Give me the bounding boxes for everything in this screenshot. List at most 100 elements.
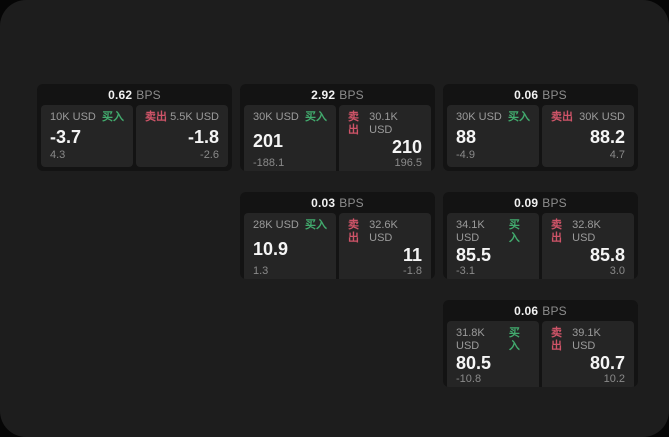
sell-pane-header: 卖出 39.1K USD xyxy=(551,327,625,353)
buy-size-label: 30K USD xyxy=(253,111,299,123)
buy-size-label: 28K USD xyxy=(253,219,299,231)
sell-change: 10.2 xyxy=(603,373,625,385)
buy-price: 80.5 xyxy=(456,353,492,373)
buy-side-label: 买入 xyxy=(305,219,327,231)
buy-change: -10.8 xyxy=(456,373,482,385)
bps-unit: BPS xyxy=(136,87,161,102)
sell-side-label: 卖出 xyxy=(551,219,562,244)
sell-size-label: 39.1K USD xyxy=(572,327,601,352)
quote-grid: 0.62 BPS 10K USD 买入 -3.7 4.3 卖出 5.5K USD… xyxy=(37,84,638,387)
buy-pane[interactable]: 10K USD 买入 -3.7 4.3 xyxy=(41,105,133,167)
bps-header: 0.62 BPS xyxy=(37,84,232,105)
sell-side-label: 卖出 xyxy=(145,111,167,123)
sell-price: 210 xyxy=(391,137,422,157)
buy-pane-header: 10K USD 买入 xyxy=(50,111,124,124)
buy-change: 1.3 xyxy=(253,265,269,277)
buy-change: -4.9 xyxy=(456,149,475,161)
buy-price: -3.7 xyxy=(50,126,82,147)
buy-side-label: 买入 xyxy=(102,111,124,123)
buy-pane-header: 31.8K USD 买入 xyxy=(456,327,530,353)
buy-change: -3.1 xyxy=(456,265,475,277)
sell-price: 80.7 xyxy=(589,353,625,373)
bps-value: 2.92 xyxy=(311,87,336,102)
sell-size-label: 32.6K USD xyxy=(369,219,398,244)
buy-pane-header: 30K USD 买入 xyxy=(456,111,530,124)
sell-pane-header: 卖出 5.5K USD xyxy=(145,111,219,124)
quote-card: 0.03 BPS 28K USD 买入 10.9 1.3 卖出 32.6K US… xyxy=(240,192,435,279)
bps-header: 0.06 BPS xyxy=(443,84,638,105)
sell-pane-header: 卖出 32.8K USD xyxy=(551,219,625,245)
sell-pane-header: 卖出 30.1K USD xyxy=(348,111,422,137)
buy-pane[interactable]: 31.8K USD 买入 80.5 -10.8 xyxy=(447,321,539,387)
bps-unit: BPS xyxy=(339,87,364,102)
buy-price: 201 xyxy=(253,130,284,151)
sell-pane[interactable]: 卖出 39.1K USD 80.7 10.2 xyxy=(542,321,634,387)
bps-value: 0.03 xyxy=(311,195,336,210)
bps-unit: BPS xyxy=(339,195,364,210)
sell-change: -1.8 xyxy=(403,265,422,277)
buy-pane-header: 28K USD 买入 xyxy=(253,219,327,232)
buy-change: 4.3 xyxy=(50,149,66,161)
quote-card-body: 10K USD 买入 -3.7 4.3 卖出 5.5K USD -1.8 -2.… xyxy=(37,105,232,171)
buy-pane[interactable]: 30K USD 买入 201 -188.1 xyxy=(244,105,336,171)
bps-unit: BPS xyxy=(542,87,567,102)
sell-side-label: 卖出 xyxy=(551,111,573,123)
quote-card: 0.62 BPS 10K USD 买入 -3.7 4.3 卖出 5.5K USD… xyxy=(37,84,232,171)
sell-price: -1.8 xyxy=(187,126,219,147)
buy-side-label: 买入 xyxy=(508,219,520,244)
buy-side-label: 买入 xyxy=(508,327,520,352)
quote-card: 0.06 BPS 31.8K USD 买入 80.5 -10.8 卖出 39.1… xyxy=(443,300,638,387)
sell-pane-header: 卖出 30K USD xyxy=(551,111,625,124)
sell-change: 196.5 xyxy=(394,157,422,169)
sell-pane-header: 卖出 32.6K USD xyxy=(348,219,422,245)
buy-pane[interactable]: 28K USD 买入 10.9 1.3 xyxy=(244,213,336,279)
sell-pane[interactable]: 卖出 32.6K USD 11 -1.8 xyxy=(339,213,431,279)
buy-pane-header: 30K USD 买入 xyxy=(253,111,327,124)
sell-pane[interactable]: 卖出 30K USD 88.2 4.7 xyxy=(542,105,634,167)
quote-card: 0.06 BPS 30K USD 买入 88 -4.9 卖出 30K USD 8… xyxy=(443,84,638,171)
bps-header: 0.06 BPS xyxy=(443,300,638,321)
sell-side-label: 卖出 xyxy=(348,111,359,136)
buy-pane[interactable]: 34.1K USD 买入 85.5 -3.1 xyxy=(447,213,539,279)
bps-value: 0.06 xyxy=(514,87,539,102)
quote-card-body: 28K USD 买入 10.9 1.3 卖出 32.6K USD 11 -1.8 xyxy=(240,213,435,279)
sell-change: 4.7 xyxy=(609,149,625,161)
quote-card: 2.92 BPS 30K USD 买入 201 -188.1 卖出 30.1K … xyxy=(240,84,435,171)
bps-value: 0.06 xyxy=(514,303,539,318)
buy-size-label: 30K USD xyxy=(456,111,502,123)
bps-unit: BPS xyxy=(542,195,567,210)
buy-pane[interactable]: 30K USD 买入 88 -4.9 xyxy=(447,105,539,167)
quote-card-body: 34.1K USD 买入 85.5 -3.1 卖出 32.8K USD 85.8… xyxy=(443,213,638,279)
sell-price: 85.8 xyxy=(589,245,625,265)
buy-side-label: 买入 xyxy=(508,111,530,123)
buy-change: -188.1 xyxy=(253,157,285,169)
buy-size-label: 34.1K USD xyxy=(456,219,485,244)
sell-pane[interactable]: 卖出 30.1K USD 210 196.5 xyxy=(339,105,431,171)
bps-header: 0.03 BPS xyxy=(240,192,435,213)
buy-size-label: 10K USD xyxy=(50,111,96,123)
buy-price: 88 xyxy=(456,126,477,147)
bps-header: 0.09 BPS xyxy=(443,192,638,213)
sell-change: 3.0 xyxy=(609,265,625,277)
buy-size-label: 31.8K USD xyxy=(456,327,485,352)
bps-unit: BPS xyxy=(542,303,567,318)
sell-pane[interactable]: 卖出 5.5K USD -1.8 -2.6 xyxy=(136,105,228,167)
sell-side-label: 卖出 xyxy=(551,327,562,352)
buy-price: 85.5 xyxy=(456,245,492,265)
sell-pane[interactable]: 卖出 32.8K USD 85.8 3.0 xyxy=(542,213,634,279)
buy-pane-header: 34.1K USD 买入 xyxy=(456,219,530,245)
bps-value: 0.09 xyxy=(514,195,539,210)
quote-card: 0.09 BPS 34.1K USD 买入 85.5 -3.1 卖出 32.8K… xyxy=(443,192,638,279)
quote-card-body: 31.8K USD 买入 80.5 -10.8 卖出 39.1K USD 80.… xyxy=(443,321,638,387)
bps-value: 0.62 xyxy=(108,87,133,102)
quote-card-body: 30K USD 买入 201 -188.1 卖出 30.1K USD 210 1… xyxy=(240,105,435,171)
sell-change: -2.6 xyxy=(200,149,219,161)
sell-side-label: 卖出 xyxy=(348,219,359,244)
bps-header: 2.92 BPS xyxy=(240,84,435,105)
buy-price: 10.9 xyxy=(253,238,289,259)
sell-price: 11 xyxy=(402,245,422,265)
sell-size-label: 30.1K USD xyxy=(369,111,398,136)
sell-size-label: 32.8K USD xyxy=(572,219,601,244)
quote-card-body: 30K USD 买入 88 -4.9 卖出 30K USD 88.2 4.7 xyxy=(443,105,638,171)
